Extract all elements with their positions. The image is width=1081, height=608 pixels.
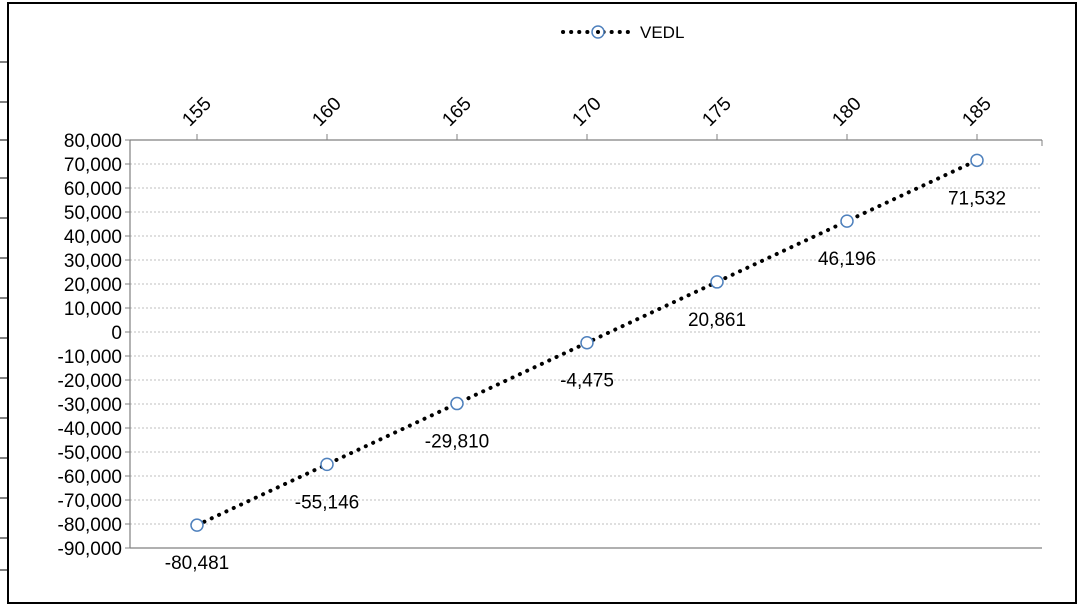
- data-labels: -80,481 -55,146 -29,810 -4,475 20,861 46,196 7…: [165, 188, 1006, 574]
- legend-marker-dot-icon: [596, 30, 600, 34]
- legend-label: VEDL: [640, 23, 684, 42]
- y-tick-label: -40,000: [58, 419, 122, 440]
- plot-area: 155 160 165 170 175 180 185 80,00070,00060,000…: [58, 93, 1043, 574]
- y-tick-label: -10,000: [58, 347, 122, 368]
- data-label: -55,146: [295, 492, 359, 513]
- y-tick-label: 80,000: [64, 131, 122, 152]
- y-tick-label: -60,000: [58, 467, 122, 488]
- data-point-marker: [840, 214, 854, 228]
- data-point-marker: [320, 457, 334, 472]
- data-point-marker: [970, 153, 984, 168]
- y-tick-label: -70,000: [58, 491, 122, 512]
- axes: [129, 139, 1043, 549]
- y-tick-label: 60,000: [64, 179, 122, 200]
- data-label: 71,532: [948, 188, 1006, 209]
- y-tick-label: -20,000: [58, 371, 122, 392]
- y-tick-label: -50,000: [58, 443, 122, 464]
- data-label: 20,861: [688, 310, 746, 331]
- gridlines: [130, 163, 1042, 525]
- y-tick-label: 0: [111, 323, 122, 344]
- y-tick-label: -30,000: [58, 395, 122, 416]
- y-tick-label: -90,000: [58, 539, 122, 560]
- y-tick-label: 40,000: [64, 227, 122, 248]
- y-tick-label: 30,000: [64, 251, 122, 272]
- y-tick-label: 10,000: [64, 299, 122, 320]
- data-label: -80,481: [165, 553, 229, 574]
- data-label: -4,475: [560, 371, 614, 392]
- legend: VEDL: [561, 23, 684, 42]
- y-tick-label: 70,000: [64, 155, 122, 176]
- data-point-marker: [450, 396, 464, 411]
- data-label: -29,810: [425, 432, 489, 453]
- data-point-marker: [710, 275, 724, 289]
- y-axis-ticks: 80,000 70,000 60,000 50,000 40,000 30,000 20,0…: [58, 131, 130, 560]
- sheet-edge-marks: [0, 61, 8, 571]
- data-point-marker: [580, 335, 594, 350]
- series-markers: [190, 153, 984, 532]
- y-tick-label: -80,000: [58, 515, 122, 536]
- y-tick-label: 20,000: [64, 275, 122, 296]
- data-label: 46,196: [818, 249, 876, 270]
- chart-border: [7, 2, 1077, 604]
- data-point-marker: [190, 518, 204, 532]
- y-tick-label: 50,000: [64, 203, 122, 224]
